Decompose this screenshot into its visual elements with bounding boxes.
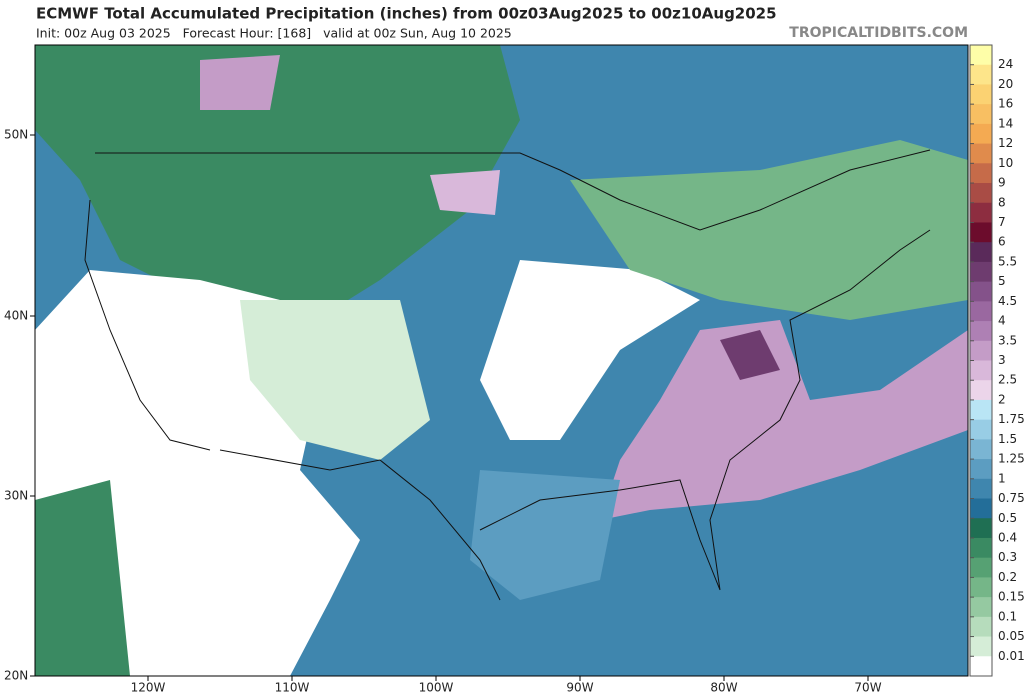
colorbar-bin xyxy=(970,478,992,500)
colorbar-bin xyxy=(970,360,992,381)
colorbar-bin xyxy=(970,281,992,302)
lon-label: 120W xyxy=(131,681,166,695)
colorbar-label: 2.5 xyxy=(998,373,1017,387)
colorbar-label: 20 xyxy=(998,77,1013,91)
colorbar-label: 12 xyxy=(998,136,1013,150)
colorbar-bin xyxy=(970,261,992,283)
colorbar-bin xyxy=(970,616,992,638)
lat-label: 40N xyxy=(4,309,28,323)
precip-area xyxy=(470,470,620,600)
colorbar-label: 0.1 xyxy=(998,609,1017,623)
precip-area xyxy=(35,45,520,330)
colorbar-bin xyxy=(970,518,992,539)
colorbar-label: 5 xyxy=(998,274,1006,288)
colorbar-label: 4.5 xyxy=(998,294,1017,308)
colorbar-label: 5.5 xyxy=(998,254,1017,268)
lon-label: 100W xyxy=(419,681,454,695)
lon-label: 70W xyxy=(854,681,881,695)
colorbar-label: 0.3 xyxy=(998,550,1017,564)
colorbar-label: 0.05 xyxy=(998,629,1024,643)
colorbar-bin xyxy=(970,183,992,204)
colorbar-bin xyxy=(970,340,992,361)
heavy-precip xyxy=(430,170,500,215)
heavy-precip xyxy=(720,330,780,380)
colorbar-bin xyxy=(970,45,992,66)
colorbar-bin xyxy=(970,459,992,480)
colorbar-bin xyxy=(970,656,992,677)
colorbar-label: 4 xyxy=(998,314,1006,328)
dry-area xyxy=(480,260,700,440)
colorbar-label: 3.5 xyxy=(998,333,1017,347)
colorbar-bin xyxy=(970,143,992,164)
colorbar-label: 14 xyxy=(998,116,1013,130)
map xyxy=(34,44,969,677)
colorbar-label: 24 xyxy=(998,57,1013,71)
colorbar-label: 9 xyxy=(998,176,1006,190)
borders xyxy=(84,149,931,601)
lon-label: 90W xyxy=(566,681,593,695)
colorbar-label: 8 xyxy=(998,195,1006,209)
colorbar-bin xyxy=(970,321,992,342)
heavy-precip xyxy=(200,55,280,110)
colorbar-bin xyxy=(970,123,992,145)
colorbar-bin xyxy=(970,597,992,618)
colorbar-bin xyxy=(970,636,992,657)
colorbar-bin xyxy=(970,498,992,519)
colorbar-frame xyxy=(969,44,993,677)
colorbar-label: 0.5 xyxy=(998,511,1017,525)
heavy-precip xyxy=(600,320,968,520)
colorbar-label: 1 xyxy=(998,471,1006,485)
lon-label: 80W xyxy=(710,681,737,695)
colorbar-label: 0.75 xyxy=(998,491,1024,505)
colorbar-bin xyxy=(970,242,992,263)
map-frame xyxy=(34,44,969,677)
colorbar-bin xyxy=(970,557,992,578)
colorbar-label: 10 xyxy=(998,156,1013,170)
colorbar-label: 7 xyxy=(998,215,1006,229)
colorbar-bin xyxy=(970,163,992,184)
lat-label: 50N xyxy=(4,128,28,142)
colorbar-label: 0.4 xyxy=(998,530,1017,544)
colorbar-label: 16 xyxy=(998,97,1013,111)
colorbar-bin xyxy=(970,64,992,85)
subtitle: Init: 00z Aug 03 2025 Forecast Hour: [16… xyxy=(36,26,512,41)
colorbar-bin xyxy=(970,399,992,421)
lat-label: 30N xyxy=(4,489,28,503)
colorbar-label: 6 xyxy=(998,235,1006,249)
colorbar-bin xyxy=(970,577,992,598)
colorbar-label: 0.15 xyxy=(998,590,1024,604)
colorbar-bin xyxy=(970,104,992,125)
lat-label: 20N xyxy=(4,669,28,683)
colorbar-label: 1.75 xyxy=(998,412,1024,426)
colorbar-label: 1.25 xyxy=(998,452,1024,466)
colorbar-bin xyxy=(970,380,992,401)
colorbar-label: 2 xyxy=(998,392,1006,406)
colorbar-bin xyxy=(970,537,992,559)
colorbar-label: 0.01 xyxy=(998,649,1024,663)
colorbar-label: 1.5 xyxy=(998,432,1017,446)
colorbar-bin xyxy=(970,419,992,440)
colorbar-label: 3 xyxy=(998,353,1006,367)
colorbar-bin xyxy=(970,84,992,105)
colorbar-bin xyxy=(970,222,992,243)
watermark: TROPICALTIDBITS.COM xyxy=(789,25,968,41)
colorbar-bin xyxy=(970,301,992,322)
colorbar-bin xyxy=(970,439,992,460)
colorbar-label: 0.2 xyxy=(998,570,1017,584)
colorbar-bin xyxy=(970,202,992,223)
precip-area xyxy=(35,480,130,676)
lon-label: 110W xyxy=(275,681,310,695)
precip-area xyxy=(240,300,430,460)
title: ECMWF Total Accumulated Precipitation (i… xyxy=(36,5,777,23)
